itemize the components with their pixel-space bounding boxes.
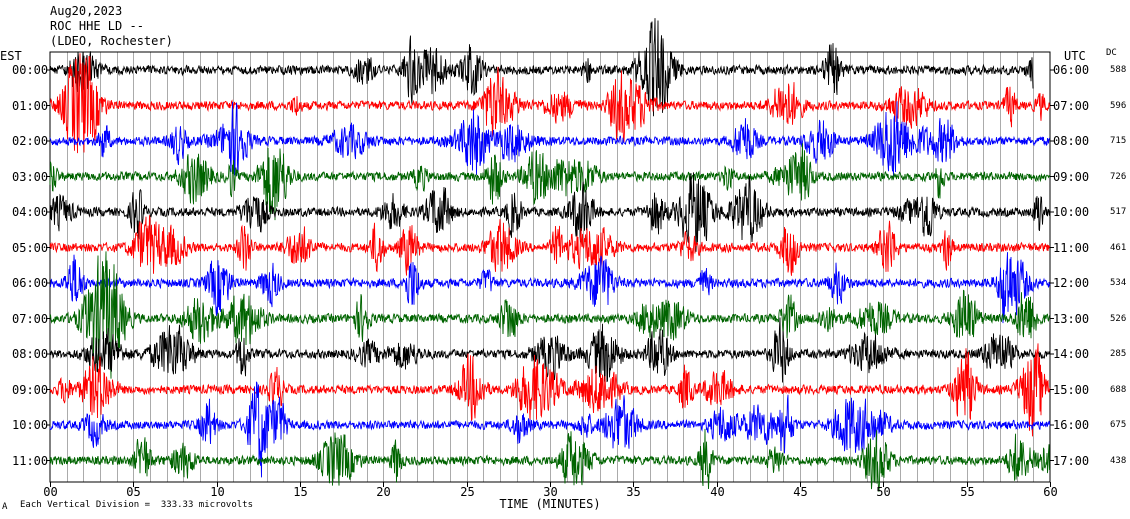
trace-0800 bbox=[49, 317, 1051, 383]
x-tick-label: 30 bbox=[543, 485, 557, 499]
est-row-label: 06:00 bbox=[12, 276, 49, 290]
dc-offset-value: 517 bbox=[1110, 207, 1127, 217]
footer-mark: A bbox=[2, 502, 8, 512]
utc-axis-title: UTC bbox=[1064, 49, 1086, 63]
trace-0500 bbox=[49, 215, 1051, 276]
x-tick-label: 15 bbox=[293, 485, 307, 499]
x-tick-label: 60 bbox=[1043, 485, 1057, 499]
x-tick-label: 00 bbox=[43, 485, 57, 499]
utc-row-label: 10:00 bbox=[1053, 205, 1090, 219]
utc-row-label: 07:00 bbox=[1053, 98, 1090, 113]
est-row-label: 00:00 bbox=[12, 63, 49, 77]
est-row-label: 10:00 bbox=[12, 418, 49, 432]
header-network: (LDEO, Rochester) bbox=[50, 34, 173, 48]
dc-offset-value: 534 bbox=[1110, 278, 1127, 288]
trace-0300 bbox=[49, 143, 1051, 221]
utc-row-label: 14:00 bbox=[1053, 347, 1090, 361]
utc-row-label: 15:00 bbox=[1053, 382, 1090, 397]
utc-row-label: 06:00 bbox=[1053, 63, 1090, 77]
x-tick-label: 40 bbox=[710, 485, 724, 499]
x-axis-title: TIME (MINUTES) bbox=[499, 497, 600, 511]
trace-0200 bbox=[49, 101, 1051, 177]
trace-0400 bbox=[49, 172, 1051, 252]
x-tick-label: 05 bbox=[126, 485, 140, 499]
trace-0000 bbox=[49, 18, 1034, 117]
dc-offset-value: 715 bbox=[1110, 136, 1127, 146]
utc-row-label: 11:00 bbox=[1053, 240, 1090, 255]
minute-gridlines bbox=[67, 52, 1034, 482]
trace-0100 bbox=[49, 53, 1051, 154]
trace-1100 bbox=[49, 428, 1051, 492]
dc-offset-value: 596 bbox=[1110, 100, 1127, 111]
dc-offset-value: 726 bbox=[1110, 171, 1127, 182]
footer-division-note: Each Vertical Division = 333.33 microvol… bbox=[20, 500, 253, 510]
x-tick-label: 25 bbox=[460, 485, 474, 499]
header-date: Aug20,2023 bbox=[50, 4, 123, 18]
est-row-label: 09:00 bbox=[12, 382, 49, 397]
utc-row-label: 09:00 bbox=[1053, 169, 1090, 184]
est-row-label: 08:00 bbox=[12, 347, 49, 361]
trace-0700 bbox=[49, 251, 1051, 379]
est-axis-title: EST bbox=[0, 49, 22, 63]
x-tick-label: 55 bbox=[960, 485, 974, 499]
trace-1000 bbox=[49, 381, 1051, 478]
est-row-label: 01:00 bbox=[12, 98, 49, 113]
dc-column-title: DC bbox=[1106, 48, 1117, 58]
est-row-label: 03:00 bbox=[12, 169, 49, 184]
dc-offset-value: 588 bbox=[1110, 65, 1127, 75]
est-row-label: 05:00 bbox=[12, 240, 49, 255]
utc-row-label: 08:00 bbox=[1053, 134, 1090, 148]
utc-row-label: 13:00 bbox=[1053, 311, 1090, 326]
est-row-label: 07:00 bbox=[12, 311, 49, 326]
trace-0600 bbox=[49, 252, 1051, 324]
x-tick-label: 45 bbox=[793, 485, 807, 499]
est-row-label: 02:00 bbox=[12, 134, 49, 148]
dc-offset-value: 675 bbox=[1110, 420, 1127, 430]
plot-frame bbox=[49, 51, 1051, 483]
x-tick-label: 50 bbox=[876, 485, 890, 499]
utc-row-label: 12:00 bbox=[1053, 276, 1090, 290]
x-tick-label: 10 bbox=[210, 485, 224, 499]
dc-offset-value: 526 bbox=[1110, 313, 1127, 324]
x-tick-label: 35 bbox=[626, 485, 640, 499]
header-station: ROC HHE LD -- bbox=[50, 19, 144, 33]
utc-row-label: 16:00 bbox=[1053, 418, 1090, 432]
dc-offset-value: 461 bbox=[1110, 242, 1127, 253]
utc-row-label: 17:00 bbox=[1053, 453, 1090, 468]
trace-0900 bbox=[49, 343, 1051, 437]
est-row-label: 04:00 bbox=[12, 205, 49, 219]
x-tick-label: 20 bbox=[376, 485, 390, 499]
est-row-label: 11:00 bbox=[12, 453, 49, 468]
dc-offset-value: 438 bbox=[1110, 455, 1127, 466]
dc-offset-value: 285 bbox=[1110, 349, 1127, 359]
dc-offset-value: 688 bbox=[1110, 384, 1127, 395]
